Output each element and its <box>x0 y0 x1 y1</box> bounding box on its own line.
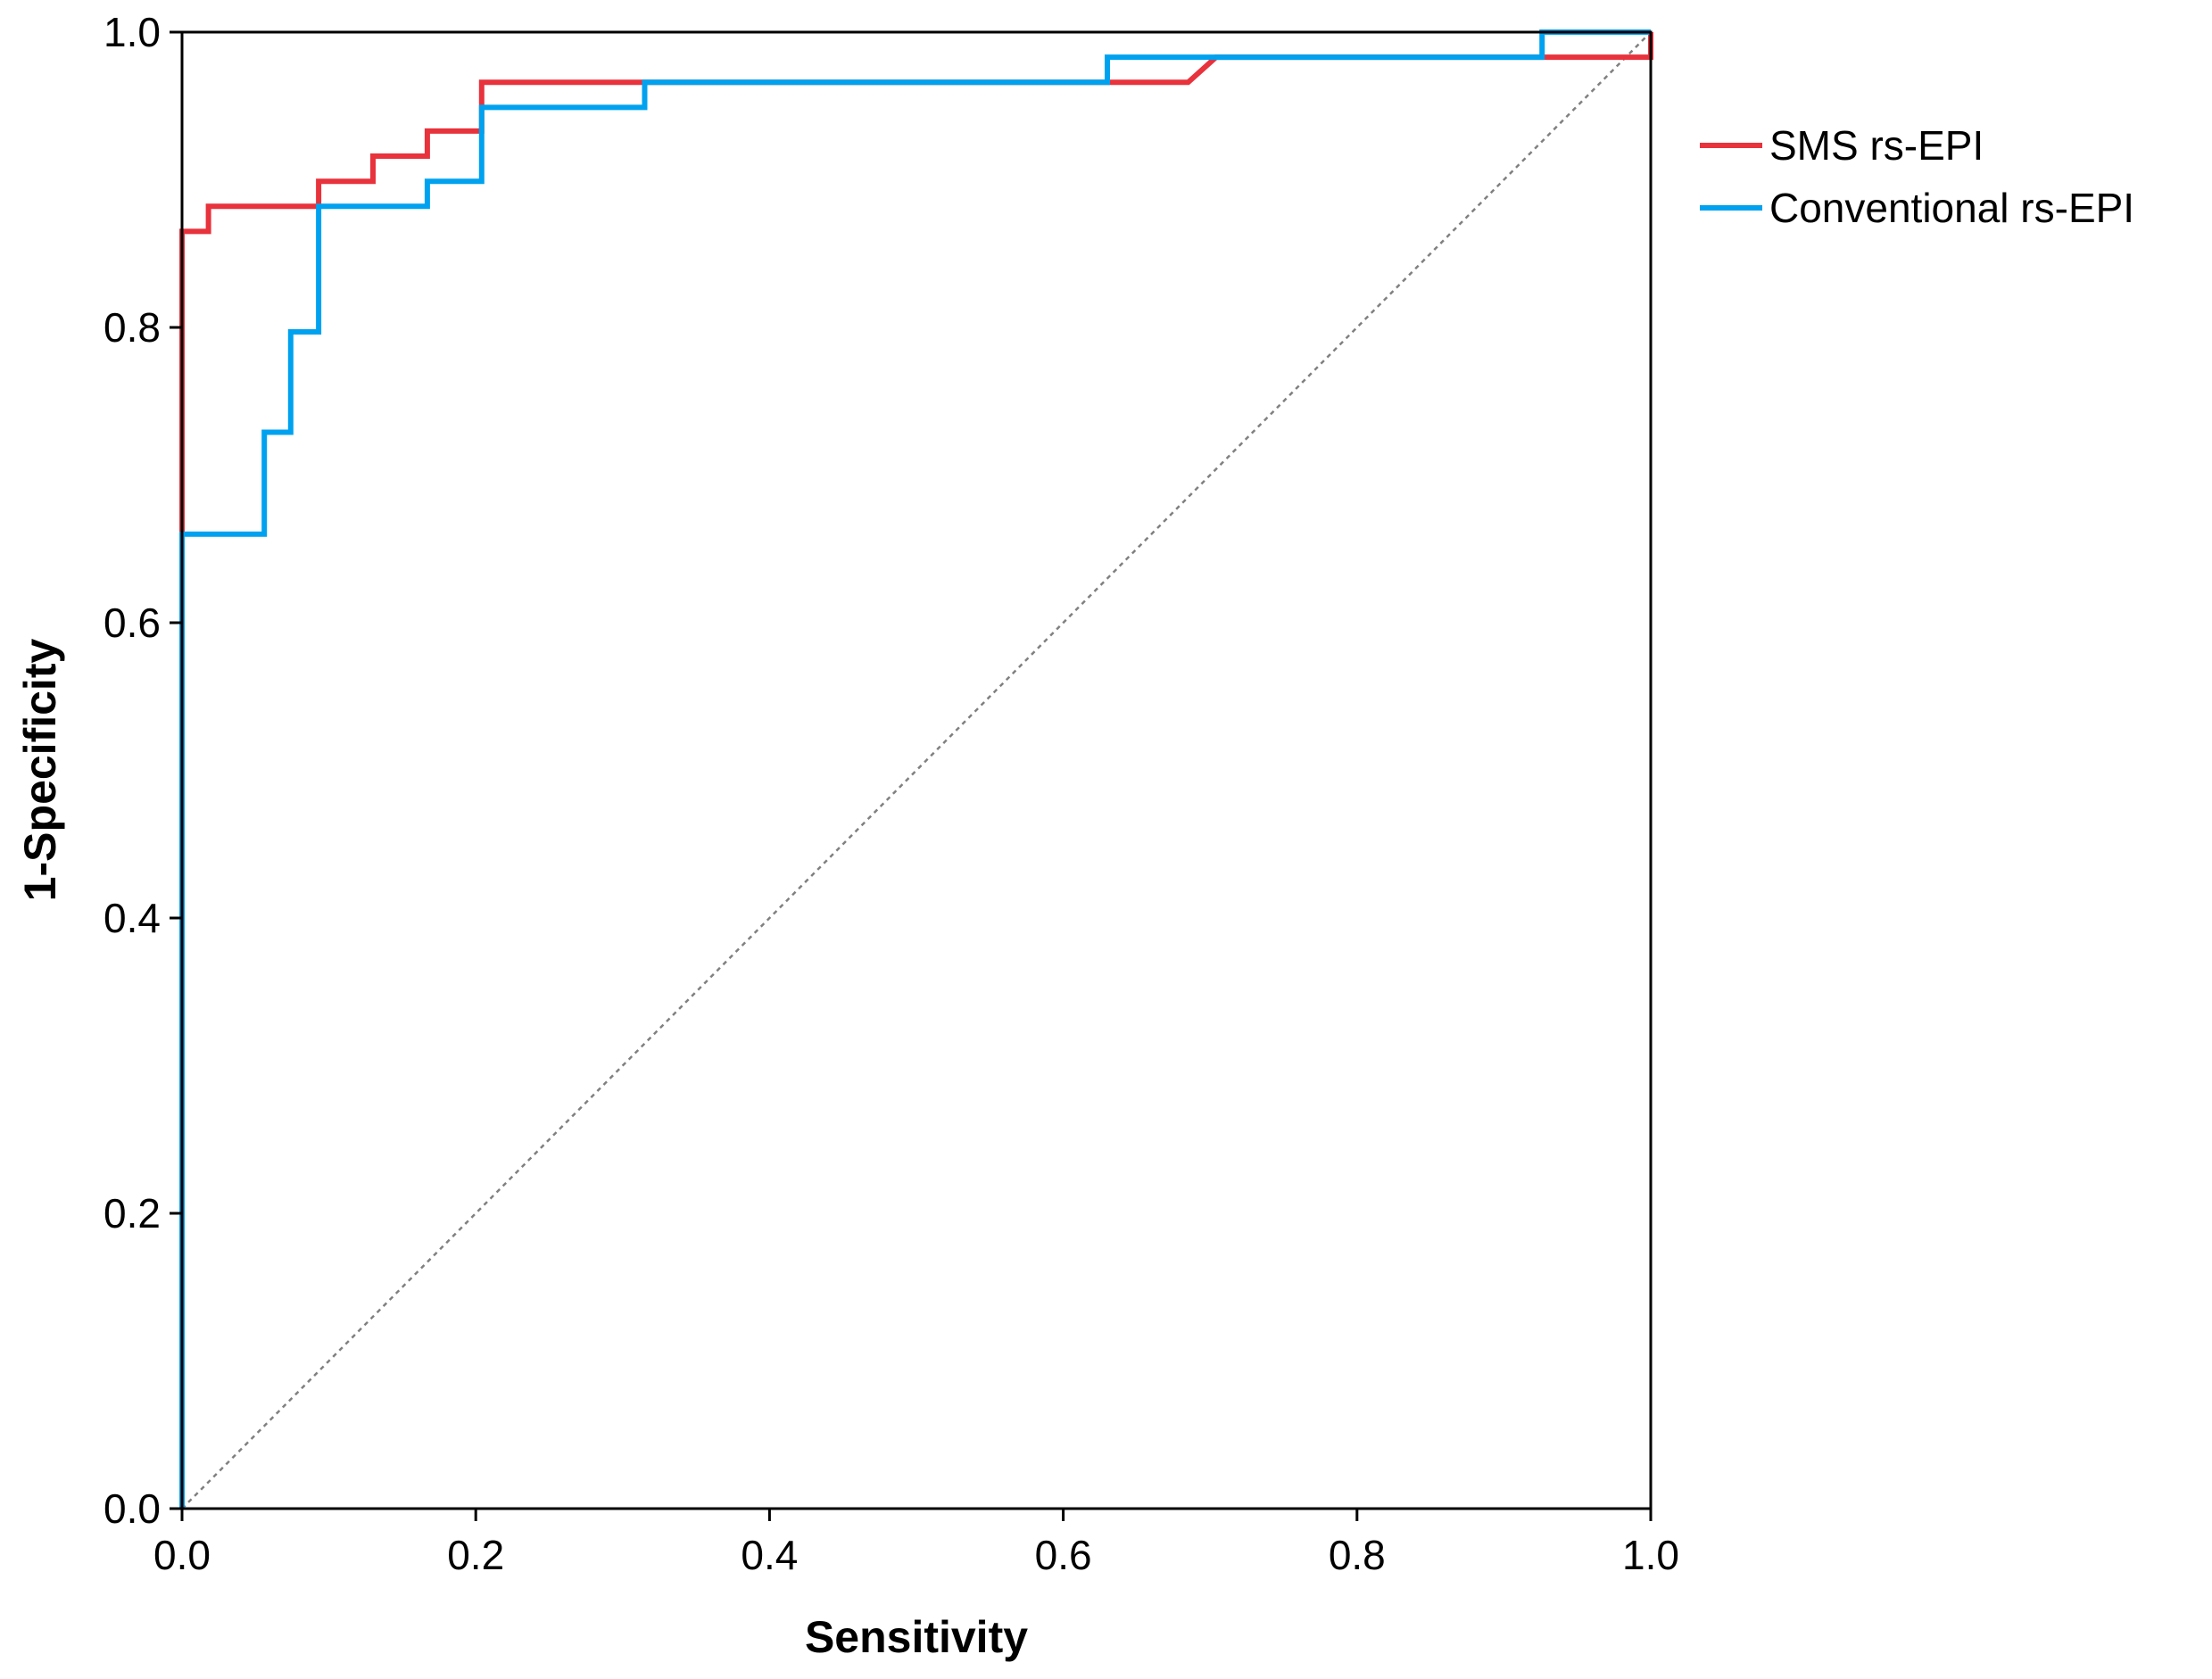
legend-label: SMS rs-EPI <box>1769 122 1984 169</box>
legend: SMS rs-EPI Conventional rs-EPI <box>1700 122 2134 231</box>
legend-label: Conventional rs-EPI <box>1769 185 2134 231</box>
ticks-layer: 0.0 0.2 0.4 0.6 0.8 1.0 0.0 0.2 0.4 0.6 0.8 1.0 <box>104 9 1679 1578</box>
x-tick-label: 0.6 <box>1035 1532 1092 1578</box>
y-tick-label: 0.4 <box>104 895 161 941</box>
plot-layer <box>179 29 1653 1509</box>
plot-frame <box>180 30 1653 1510</box>
x-tick-label: 0.8 <box>1329 1532 1386 1578</box>
x-tick-label: 0.4 <box>741 1532 798 1578</box>
x-tick-label: 1.0 <box>1622 1532 1679 1578</box>
series-line-conventional-rs-epi <box>179 29 1651 1509</box>
x-tick-label: 0.2 <box>447 1532 504 1578</box>
y-tick-label: 0.8 <box>104 304 161 351</box>
x-axis-title: Sensitivity <box>805 1612 1028 1662</box>
y-tick-label: 1.0 <box>104 9 161 55</box>
y-tick-label: 0.2 <box>104 1190 161 1237</box>
reference-diagonal-line <box>181 31 1652 1509</box>
y-tick-label: 0.6 <box>104 600 161 646</box>
y-axis-title: 1-Specificity <box>15 639 65 902</box>
series-line-sms-rs-epi <box>179 32 1653 1509</box>
x-tick-label: 0.0 <box>153 1532 211 1578</box>
y-tick-label: 0.0 <box>104 1485 161 1532</box>
